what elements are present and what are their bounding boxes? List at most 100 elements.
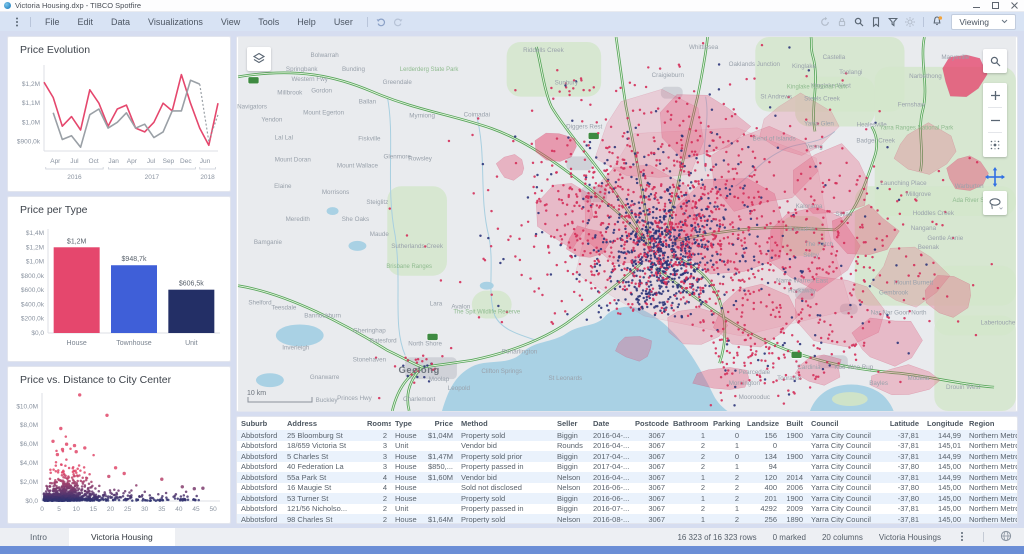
table-row[interactable]: Abbotsford 55a Park St 4 House $1,60M Vendor … xyxy=(237,472,1017,483)
column-header-longitude[interactable]: Longitude xyxy=(927,419,964,428)
menu-file[interactable]: File xyxy=(45,16,60,27)
svg-text:10: 10 xyxy=(73,506,81,513)
lock-icon[interactable] xyxy=(833,14,850,29)
map-place-label: Meredith xyxy=(286,216,311,223)
map-place-label: Princes Hwy xyxy=(337,395,373,402)
svg-text:0: 0 xyxy=(40,506,44,513)
svg-text:50: 50 xyxy=(210,506,218,513)
menu-data[interactable]: Data xyxy=(111,16,131,27)
price-evolution-line-chart[interactable]: $900,0k $1,0M $1,1M $1,2M Apr Jul Oct Jan Apr Jul… xyxy=(8,57,230,191)
menu-view[interactable]: View xyxy=(220,16,241,27)
svg-text:$1,0M: $1,0M xyxy=(26,259,44,266)
price-distance-scatter-chart[interactable]: $0,0 $2,0M $4,0M $6,0M $8,0M $10,0M 0 5 10 15 20 25… xyxy=(8,389,230,521)
status-kebab-icon[interactable] xyxy=(957,531,967,544)
map-place-label: Beenak xyxy=(918,244,940,251)
map-place-label: Glenmore xyxy=(384,153,412,160)
svg-text:Oct: Oct xyxy=(89,158,99,165)
line-series-price-gray xyxy=(52,79,219,148)
globe-icon[interactable] xyxy=(1000,530,1012,544)
column-header-postcode[interactable]: Postcode xyxy=(635,419,669,428)
status-column-count: 20 columns xyxy=(821,532,863,542)
menu-help[interactable]: Help xyxy=(297,16,316,27)
map-place-label: Hoddles Creek xyxy=(913,210,955,217)
column-header-price[interactable]: Price xyxy=(434,419,453,428)
map-place-label: Yendon xyxy=(261,117,282,124)
axes: $0,0 $2,0M $4,0M $6,0M $8,0M $10,0M 0 5 10 15 20 25… xyxy=(16,393,220,513)
bar-house[interactable]: $1,2M House xyxy=(53,238,100,347)
column-header-bathroom[interactable]: Bathroom xyxy=(673,419,709,428)
svg-text:35: 35 xyxy=(158,506,166,513)
column-header-seller[interactable]: Seller xyxy=(557,419,578,428)
bar-townhouse[interactable]: $948,7k Townhouse xyxy=(111,256,157,347)
map-lasso-button[interactable] xyxy=(983,191,1007,215)
column-header-rooms[interactable]: Rooms xyxy=(367,419,391,428)
svg-text:$1,0M: $1,0M xyxy=(22,119,40,126)
page-tab-intro[interactable]: Intro xyxy=(30,532,48,542)
column-header-type[interactable]: Type xyxy=(395,419,412,428)
price-per-type-bar-chart[interactable]: $0,0 $200,0k $400,0k $600,0k $800,0k $1,0M $1,… xyxy=(8,219,230,361)
table-row[interactable]: Abbotsford 121/56 Nicholso... 2 Unit Propert… xyxy=(241,504,1017,514)
page-tab-bar: Intro Victoria Housing 16 323 of 16 323 r… xyxy=(0,528,1024,546)
map-layers-button[interactable] xyxy=(247,47,271,71)
kebab-menu-icon[interactable] xyxy=(8,14,25,29)
menu-edit[interactable]: Edit xyxy=(77,16,94,27)
bar-unit[interactable]: $606,5k Unit xyxy=(168,281,215,347)
filter-icon[interactable] xyxy=(884,14,901,29)
minimize-icon[interactable] xyxy=(967,0,986,11)
redo-icon[interactable] xyxy=(390,14,407,29)
menu-tools[interactable]: Tools xyxy=(258,16,280,27)
column-header-latitude[interactable]: Latitude xyxy=(889,419,919,428)
table-row[interactable]: Abbotsford 18/659 Victoria St 3 Unit Vendor … xyxy=(241,441,1017,451)
bookmark-icon[interactable] xyxy=(867,14,884,29)
window-bottom-edge xyxy=(0,546,1024,554)
column-header-suburb[interactable]: Suburb xyxy=(241,419,268,428)
undo-icon[interactable] xyxy=(373,14,390,29)
column-header-landsize[interactable]: Landsize xyxy=(747,419,780,428)
map-city-label: Geelong xyxy=(398,365,439,376)
map-place-label: Charlemont xyxy=(403,396,436,403)
table-row[interactable]: Abbotsford 98 Charles St 2 House $1,64M Prope… xyxy=(237,514,1017,523)
map-pan-button[interactable] xyxy=(983,165,1007,189)
refresh-icon[interactable] xyxy=(816,14,833,29)
map-place-label: Harkaway xyxy=(788,288,817,295)
zoom-in-button[interactable] xyxy=(983,83,1007,107)
map-place-label: Nangana xyxy=(911,225,937,232)
column-header-method[interactable]: Method xyxy=(461,419,488,428)
map-search-button[interactable] xyxy=(983,49,1007,73)
map-place-label: Narbethong xyxy=(909,73,942,80)
menu-visualizations[interactable]: Visualizations xyxy=(148,16,203,27)
map-place-label: Cardinia xyxy=(797,364,821,371)
page-tab-victoria-housing[interactable]: Victoria Housing xyxy=(69,528,175,546)
table-row[interactable]: Abbotsford 40 Federation La 3 House $850,...… xyxy=(241,462,1017,472)
svg-text:2016: 2016 xyxy=(67,174,82,181)
viewing-mode-dropdown[interactable]: Viewing xyxy=(951,13,1016,30)
column-header-built[interactable]: Built xyxy=(786,419,803,428)
column-header-date[interactable]: Date xyxy=(593,419,610,428)
table-row[interactable]: Abbotsford 16 Maugie St 4 House Sold not dis… xyxy=(241,483,1017,493)
spotfire-app-icon xyxy=(4,2,11,9)
price-per-type-panel: Price per Type $0,0 $200,0k $400,0k $600,0k… xyxy=(7,196,231,362)
svg-text:$10,0M: $10,0M xyxy=(16,403,38,410)
table-row[interactable]: Abbotsford 53 Turner St 2 House Property sol… xyxy=(237,493,1017,504)
svg-text:30: 30 xyxy=(141,506,149,513)
menu-user[interactable]: User xyxy=(333,16,353,27)
reset-zoom-button[interactable] xyxy=(983,133,1007,157)
column-header-council[interactable]: Council xyxy=(811,419,839,428)
map-place-label: Oaklands Junction xyxy=(729,61,781,68)
table-row[interactable]: Abbotsford 25 Bloomburg St 2 House $1,04M Pro… xyxy=(237,430,1017,441)
map-visualization[interactable]: Bolwarrah Springbank Bunding Greendale Gordo… xyxy=(237,37,1017,411)
gear-icon[interactable] xyxy=(901,14,918,29)
search-icon[interactable] xyxy=(850,14,867,29)
table-header-row[interactable]: Suburb Address Rooms Type Price Method Seller D… xyxy=(237,417,1017,430)
table-row[interactable]: Abbotsford 5 Charles St 3 House $1,47M Proper… xyxy=(237,451,1017,462)
column-header-address[interactable]: Address xyxy=(287,419,318,428)
close-icon[interactable] xyxy=(1005,0,1024,11)
zoom-out-button[interactable] xyxy=(983,108,1007,132)
maximize-icon[interactable] xyxy=(986,0,1005,11)
column-header-region[interactable]: Region xyxy=(969,419,995,428)
map-place-label: Portarlington xyxy=(502,348,538,355)
column-header-parking[interactable]: Parking xyxy=(713,419,741,428)
map-place-label: Steels Creek xyxy=(804,96,841,103)
map-place-label: Greendale xyxy=(383,79,413,86)
notifications-bell-icon[interactable] xyxy=(929,14,946,29)
